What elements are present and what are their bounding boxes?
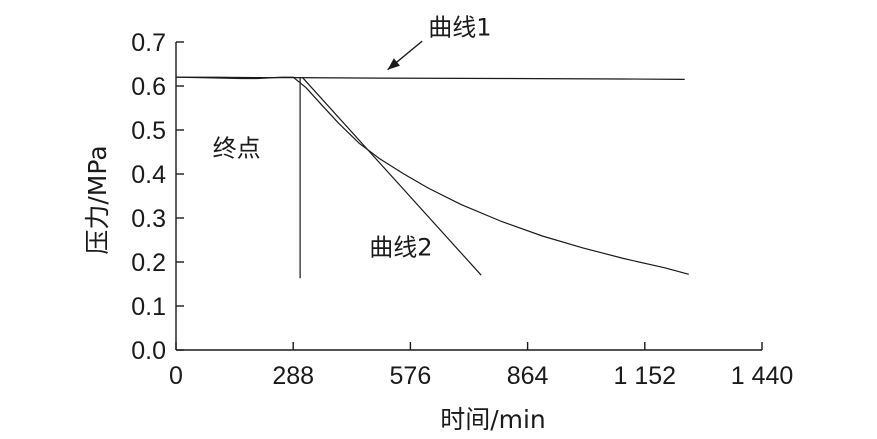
series	[175, 76, 689, 279]
x-tick-label: 1 440	[731, 362, 794, 390]
series-curve-1	[176, 76, 685, 80]
axes	[175, 42, 762, 351]
ticks: 0.0 0.1 0.2 0.3 0.4 0.5 0.6 0.7 0 288 576 864 1 152 1…	[131, 29, 793, 390]
y-tick-label: 0.5	[131, 117, 166, 145]
y-tick-label: 0.3	[131, 205, 166, 233]
annotations: 曲线1 曲线2 终点	[213, 13, 492, 261]
x-tick-label: 576	[390, 362, 432, 390]
y-tick-label: 0.4	[131, 161, 166, 189]
annotation-curve-1: 曲线1	[428, 13, 491, 41]
x-tick-label: 864	[507, 362, 549, 390]
x-tick-label: 1 152	[614, 362, 677, 390]
x-tick-label: 0	[169, 362, 183, 390]
y-tick-label: 0.1	[131, 293, 166, 321]
annotation-curve-2: 曲线2	[369, 233, 432, 261]
x-axis-title: 时间/min	[440, 405, 546, 434]
x-tick-label: 288	[272, 362, 314, 390]
series-curve-2	[175, 76, 689, 275]
annotation-arrow-head	[387, 58, 400, 70]
y-tick-label: 0.2	[131, 249, 166, 277]
annotation-endpoint: 终点	[213, 134, 261, 162]
y-axis-title: 压力/MPa	[83, 145, 112, 254]
y-tick-label: 0.0	[131, 337, 166, 365]
tangent-line	[301, 76, 482, 276]
y-tick-label: 0.6	[131, 73, 166, 101]
y-tick-label: 0.7	[131, 29, 166, 57]
